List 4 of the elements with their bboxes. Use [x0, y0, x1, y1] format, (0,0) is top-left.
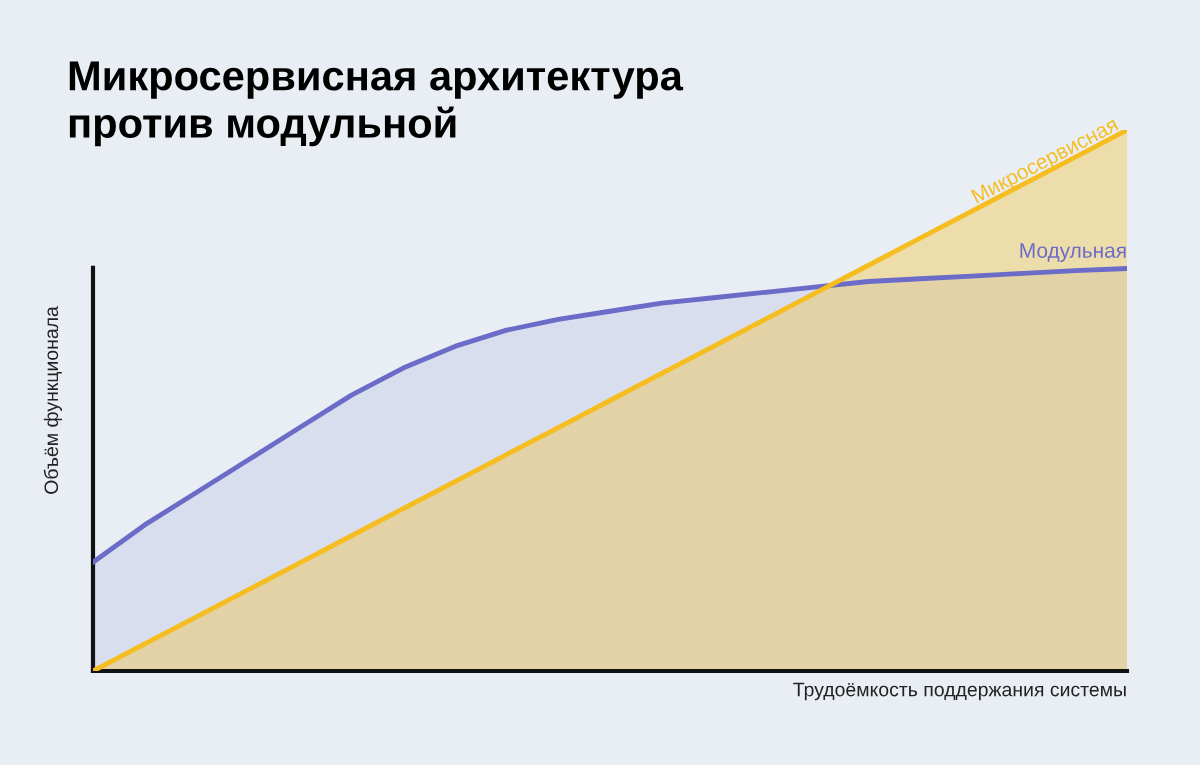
series-label: Модульная	[1020, 243, 1126, 262]
x-axis-title: Трудоёмкость поддержания системы	[793, 682, 1126, 701]
y-axis-title: Объём функционала	[43, 306, 62, 494]
chart-title: Микросервисная архитектура против модульной	[69, 61, 684, 147]
